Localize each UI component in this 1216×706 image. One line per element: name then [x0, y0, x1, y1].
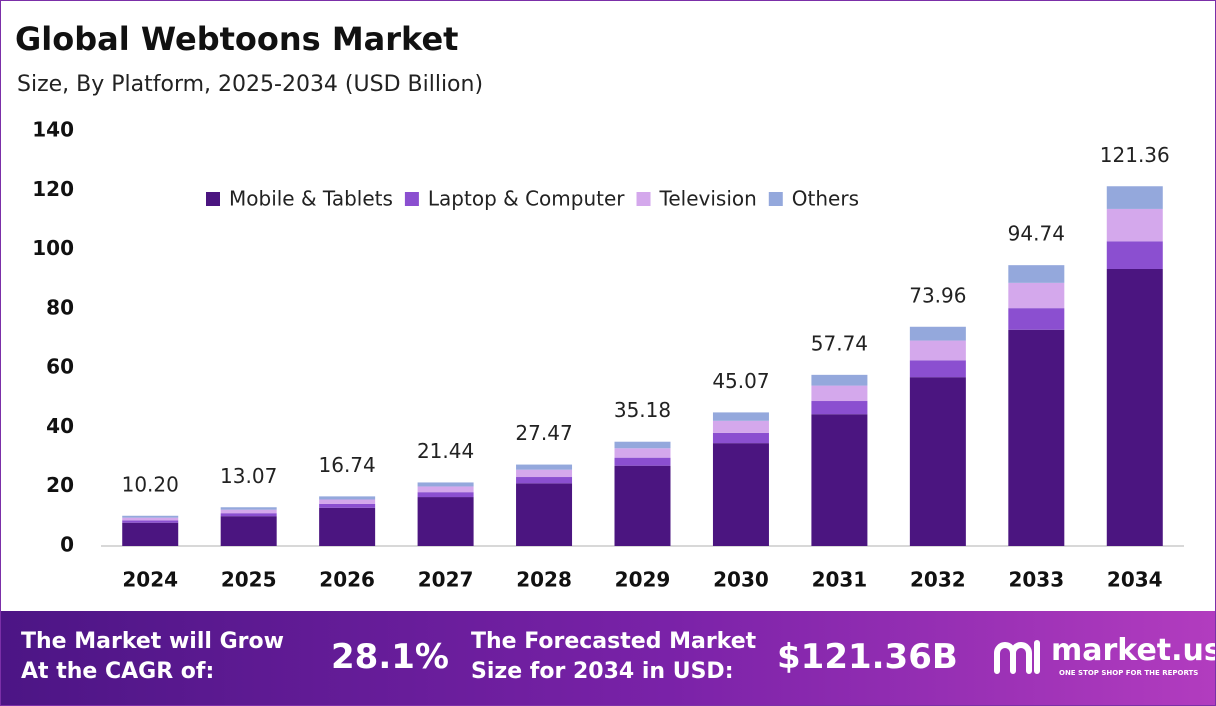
bar-segment [220, 507, 277, 510]
x-tick-label: 2034 [1107, 568, 1163, 592]
y-tick-label: 100 [32, 236, 74, 260]
x-tick-label: 2025 [221, 568, 277, 592]
forecast-line: The Forecasted Market [471, 629, 757, 654]
x-tick-label: 2033 [1008, 568, 1064, 592]
bar-segment [319, 496, 376, 500]
total-label: 16.74 [319, 453, 376, 477]
bar-segment [811, 385, 868, 402]
bar-segment [811, 414, 868, 546]
bar-segment [712, 443, 769, 546]
total-label: 35.18 [614, 398, 671, 422]
bar-segment [811, 374, 868, 386]
total-label: 21.44 [417, 439, 474, 463]
y-tick-label: 0 [60, 533, 74, 557]
bar-segment [319, 507, 376, 546]
bar-segment [122, 515, 179, 518]
bar-segment [417, 497, 474, 546]
legend-swatch [636, 192, 651, 206]
total-label: 27.47 [515, 421, 572, 445]
bar-segment [417, 492, 474, 498]
x-tick-label: 2028 [516, 568, 572, 592]
bar-segment [220, 516, 277, 546]
forecast-line: Size for 2034 in USD: [471, 659, 734, 684]
total-label: 13.07 [220, 464, 277, 488]
tagline: ONE STOP SHOP FOR THE REPORTS [1059, 669, 1199, 677]
bar-segment [1106, 186, 1163, 209]
legend-label: Others [792, 187, 859, 211]
brand-logo [994, 640, 1040, 674]
total-label: 73.96 [909, 283, 966, 307]
bar-segment [614, 441, 671, 449]
total-label: 57.74 [811, 331, 868, 355]
total-label: 45.07 [712, 369, 769, 393]
bar-segment [909, 340, 966, 361]
bar-segment [516, 464, 573, 470]
x-tick-label: 2031 [812, 568, 868, 592]
bar-segment [1106, 241, 1163, 269]
legend-swatch [404, 192, 419, 206]
bar-segment [1106, 208, 1163, 242]
total-label: 94.74 [1008, 222, 1065, 246]
chart: Global Webtoons Market Size, By Platform… [15, 20, 1184, 592]
bar-segment [220, 513, 277, 517]
bar-segment [122, 520, 179, 523]
bar-segment [1008, 308, 1065, 330]
legend-label: Mobile & Tablets [229, 187, 393, 211]
y-tick-label: 140 [32, 118, 74, 142]
x-tick-label: 2032 [910, 568, 966, 592]
bar-segment [712, 412, 769, 421]
bar-segment [614, 448, 671, 458]
cagr-value: 28.1% [331, 637, 449, 677]
bar-segment [712, 420, 769, 433]
bar-segment [1008, 282, 1065, 309]
x-tick-label: 2029 [615, 568, 671, 592]
cagr-line: At the CAGR of: [21, 659, 215, 684]
chart-title: Global Webtoons Market [15, 20, 458, 58]
bar-segment [1008, 329, 1065, 546]
bar-segment [220, 509, 277, 514]
bar-segment [811, 401, 868, 415]
x-tick-label: 2030 [713, 568, 769, 592]
total-label: 10.20 [122, 472, 179, 496]
bar-segment [319, 503, 376, 508]
y-tick-label: 20 [46, 473, 74, 497]
bar-segment [417, 482, 474, 487]
bar-segment [516, 483, 573, 546]
bar-segment [516, 477, 573, 484]
bar-segment [712, 432, 769, 444]
legend-swatch [206, 192, 220, 206]
cagr-text: The Market will Grow At the CAGR of: [21, 627, 284, 687]
legend-swatch [768, 192, 783, 206]
bar-segment [614, 465, 671, 546]
y-tick-label: 40 [46, 414, 74, 438]
chart-subtitle: Size, By Platform, 2025-2034 (USD Billio… [17, 72, 483, 97]
x-tick-label: 2026 [319, 568, 375, 592]
forecast-value: $121.36B [777, 637, 958, 677]
footer: The Market will Grow At the CAGR of: 28.1… [1, 611, 1215, 705]
bar-segment [909, 360, 966, 378]
bar-segment [909, 326, 966, 341]
y-tick-label: 120 [32, 177, 74, 201]
brand: market.us [1051, 633, 1216, 668]
legend-label: Television [659, 187, 757, 211]
bar-segment [909, 377, 966, 546]
bar-segment [1008, 265, 1065, 283]
x-tick-label: 2024 [122, 568, 178, 592]
y-tick-label: 80 [46, 295, 74, 319]
y-tick-label: 60 [46, 355, 74, 379]
bar-segment [319, 499, 376, 504]
legend-label: Laptop & Computer [428, 187, 625, 211]
bar-segment [516, 469, 573, 478]
total-label: 121.36 [1100, 143, 1170, 167]
cagr-line: The Market will Grow [21, 629, 284, 654]
x-tick-label: 2027 [418, 568, 474, 592]
bar-segment [614, 457, 671, 466]
bar-segment [417, 486, 474, 493]
bar-segment [1106, 268, 1163, 546]
forecast-text: The Forecasted Market Size for 2034 in US… [471, 627, 756, 687]
bar-segment [122, 517, 179, 521]
bar-segment [122, 522, 179, 546]
